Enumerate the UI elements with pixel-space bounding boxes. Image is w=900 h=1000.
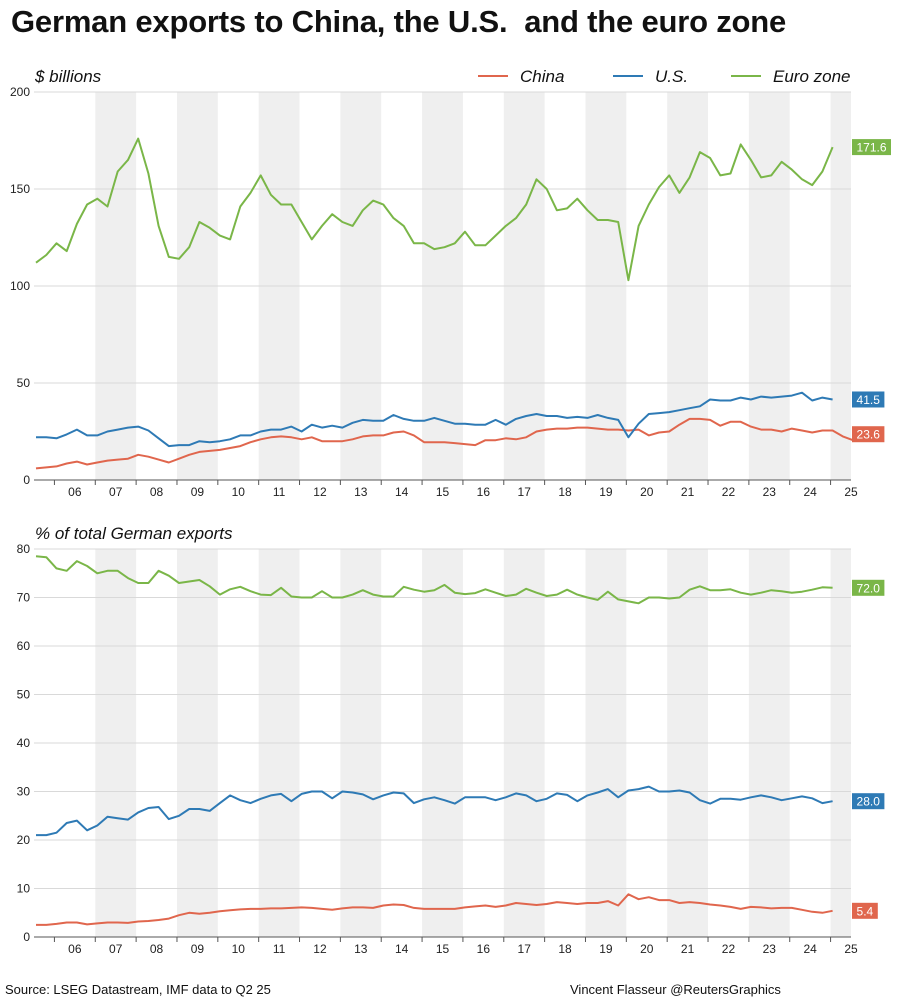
x-tick-label: 07 <box>109 942 123 956</box>
y-tick-label: 100 <box>10 279 30 293</box>
x-tick-label: 23 <box>763 485 777 499</box>
x-tick-label: 09 <box>191 485 205 499</box>
x-tick-label: 18 <box>558 942 572 956</box>
end-label-text: 5.4 <box>857 904 874 918</box>
x-tick-label: 22 <box>722 485 736 499</box>
x-tick-label: 20 <box>640 942 654 956</box>
end-label-euro-zone: 72.0 <box>852 579 885 596</box>
x-tick-label: 22 <box>722 942 736 956</box>
x-tick-label: 10 <box>232 942 246 956</box>
legend-label: China <box>520 67 564 86</box>
y-tick-label: 30 <box>17 785 31 799</box>
x-tick-label: 23 <box>763 942 777 956</box>
x-tick-label: 16 <box>477 485 491 499</box>
x-tick-label: 21 <box>681 942 695 956</box>
x-tick-label: 20 <box>640 485 654 499</box>
x-tick-label: 21 <box>681 485 695 499</box>
end-label-text: 28.0 <box>857 795 881 809</box>
end-label-box <box>852 902 878 919</box>
y-tick-label: 40 <box>17 736 31 750</box>
x-tick-label: 24 <box>803 942 817 956</box>
legend-label: U.S. <box>655 67 688 86</box>
y-tick-label: 200 <box>10 85 30 99</box>
x-tick-label: 08 <box>150 942 164 956</box>
y-tick-label: 20 <box>17 833 31 847</box>
x-tick-label: 12 <box>313 942 327 956</box>
end-label-euro-zone: 171.6 <box>852 139 891 156</box>
end-label-box <box>852 391 885 408</box>
end-label-box <box>852 139 891 156</box>
x-tick-label: 10 <box>232 485 246 499</box>
credit-line: Vincent Flasseur @ReutersGraphics <box>570 982 781 997</box>
series-line-euro-zone <box>35 555 833 605</box>
series-line-china <box>35 417 875 470</box>
page-title: German exports to China, the U.S. and th… <box>11 4 787 39</box>
x-tick-label: 15 <box>436 942 450 956</box>
series-line-u-s- <box>36 391 833 448</box>
x-tick-label: 09 <box>191 942 205 956</box>
y-tick-label: 60 <box>17 639 31 653</box>
x-tick-label: 16 <box>477 942 491 956</box>
end-label-china: 23.6 <box>852 426 885 443</box>
end-label-u-s-: 28.0 <box>852 793 885 810</box>
x-tick-label: 19 <box>599 485 613 499</box>
x-tick-label: 06 <box>68 942 82 956</box>
x-tick-label: 19 <box>599 942 613 956</box>
x-tick-label: 14 <box>395 485 409 499</box>
y-tick-label: 50 <box>17 376 31 390</box>
end-label-china: 5.4 <box>852 902 878 919</box>
end-label-box <box>852 579 885 596</box>
series-line-u-s- <box>36 785 833 837</box>
chart-share: 0 10 20 30 40 50 60 70 80 06 07 08 09 10 11 12 13 14 15 16 1… <box>17 524 885 956</box>
end-label-text: 72.0 <box>857 581 881 595</box>
x-tick-label: 18 <box>558 485 572 499</box>
end-label-box <box>852 426 885 443</box>
x-tick-label: 07 <box>109 485 123 499</box>
y-tick-label: 70 <box>17 591 31 605</box>
legend-label: Euro zone <box>773 67 851 86</box>
x-tick-label: 17 <box>518 942 532 956</box>
series-line-china <box>36 893 833 926</box>
x-tick-label: 13 <box>354 942 368 956</box>
end-label-text: 41.5 <box>857 393 881 407</box>
series-line-euro-zone <box>35 137 834 282</box>
x-tick-label: 17 <box>518 485 532 499</box>
x-tick-label: 12 <box>313 485 327 499</box>
x-tick-label: 11 <box>273 942 286 956</box>
source-note: Source: LSEG Datastream, IMF data to Q2 … <box>5 982 271 997</box>
legend-item-u-s-: U.S. <box>613 67 688 86</box>
end-label-u-s-: 41.5 <box>852 391 885 408</box>
legend-item-china: China <box>478 67 564 86</box>
x-tick-label: 06 <box>68 485 82 499</box>
y-tick-label: 0 <box>23 473 30 487</box>
x-tick-label: 13 <box>354 485 368 499</box>
x-tick-label: 14 <box>395 942 409 956</box>
x-tick-label: 25 <box>844 942 858 956</box>
x-tick-label: 25 <box>844 485 858 499</box>
y-tick-label: 80 <box>17 542 31 556</box>
x-tick-label: 15 <box>436 485 450 499</box>
y-axis-label: $ billions <box>34 67 102 86</box>
chart-billions: 0 50 100 150 200 06 07 08 09 10 11 12 13 14 15 16 17 18 19… <box>10 67 891 499</box>
y-tick-label: 50 <box>17 688 31 702</box>
end-label-box <box>852 793 885 810</box>
end-label-text: 171.6 <box>856 141 886 155</box>
y-tick-label: 0 <box>23 930 30 944</box>
y-tick-label: 10 <box>17 882 31 896</box>
x-tick-label: 08 <box>150 485 164 499</box>
legend: China U.S. Euro zone <box>478 67 851 86</box>
end-label-text: 23.6 <box>857 428 881 442</box>
x-tick-label: 11 <box>273 485 286 499</box>
y-axis-label: % of total German exports <box>35 524 233 543</box>
x-tick-label: 24 <box>803 485 817 499</box>
legend-item-euro-zone: Euro zone <box>731 67 851 86</box>
y-tick-label: 150 <box>10 182 30 196</box>
